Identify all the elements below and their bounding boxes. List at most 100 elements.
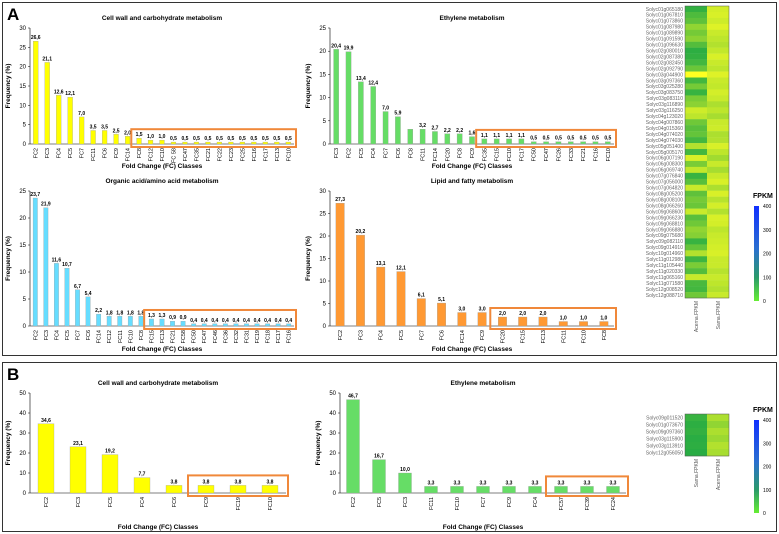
y-tick-label: 25 [19, 189, 26, 195]
bar [518, 316, 528, 327]
gene-label: Solyc02g082450 [646, 60, 683, 66]
heat-cell [685, 89, 707, 96]
y-tick-label: 30 [19, 26, 26, 32]
heat-cell [707, 17, 729, 25]
data-label: 0,5 [250, 136, 257, 142]
x-tick-label: FC11 [429, 497, 435, 510]
x-tick-label: FC25 [240, 148, 246, 161]
column-label: Acerna.FPKM [716, 459, 722, 490]
colorbar-tick: 0 [763, 299, 766, 305]
gene-label: Solyc03g113910 [646, 444, 683, 450]
data-label: 1,0 [600, 316, 607, 322]
bar [579, 321, 588, 327]
heat-cell [685, 196, 707, 203]
data-label: 16,7 [374, 454, 384, 460]
bar [37, 423, 55, 494]
gene-label: Solyc09g068600 [646, 209, 683, 215]
chart-ethylene-b: Ethylene metabolism 0 10 20 30 40 50 Frequency … [315, 380, 629, 531]
data-label: 0,5 [181, 136, 188, 142]
data-label: 0,4 [222, 318, 229, 324]
bar [476, 486, 490, 494]
heat-cell [707, 220, 729, 227]
bar [254, 323, 260, 327]
gene-label: Solyc07g056000 [646, 180, 683, 186]
bar [396, 271, 406, 327]
bar [191, 323, 197, 327]
chart-cell-wall-a: Cell wall and carbohydrate metabolism 0 5 1… [5, 15, 297, 170]
heat-cell [707, 83, 729, 90]
heat-cell [685, 119, 707, 126]
heat-cell [707, 71, 729, 78]
data-label: 1,5 [136, 132, 143, 138]
gene-label: Solyc07g076840 [646, 174, 683, 180]
y-axis-label: Frequency (%) [315, 421, 322, 466]
bar [125, 136, 131, 145]
heat-cell [685, 95, 707, 102]
data-label: 1,8 [116, 310, 123, 316]
heatmap-border [684, 413, 730, 457]
colorbar-title: FPKM [753, 407, 773, 414]
x-tick-label: FC39 [585, 497, 591, 510]
data-label: 0,4 [243, 318, 250, 324]
x-tick-label: FC10 [507, 148, 513, 161]
x-tick-label: FC2 [338, 330, 344, 340]
bar [251, 141, 257, 145]
bar [407, 129, 414, 145]
gene-label: Solyc06g008300 [646, 162, 683, 168]
x-tick-label: FC21 [581, 148, 587, 161]
y-tick-label: 0 [23, 142, 27, 148]
heat-cell [707, 113, 729, 120]
data-label: 2,2 [444, 128, 451, 134]
heat-cell [707, 77, 729, 84]
heat-cell [707, 59, 729, 66]
data-label: 19,9 [344, 46, 354, 52]
bar [33, 40, 39, 145]
x-tick-label: FC32 [234, 330, 240, 343]
y-tick-label: 20 [19, 451, 26, 457]
data-label: 0,5 [592, 136, 599, 142]
heat-cell [707, 65, 729, 72]
heat-cell [685, 172, 707, 180]
data-label: 13,4 [356, 76, 366, 82]
y-tick-label: 5 [323, 302, 327, 308]
data-label: 0,5 [285, 136, 292, 142]
data-label: 0,5 [239, 136, 246, 142]
heat-cell [685, 226, 707, 233]
bar [493, 138, 500, 145]
x-tick-label: FC35 [482, 148, 488, 161]
chart-title: Ethylene metabolism [439, 15, 504, 22]
x-tick-label: FC14 [97, 330, 103, 343]
heat-cell [707, 160, 729, 168]
bar [170, 320, 175, 327]
y-tick-label: 20 [319, 49, 326, 55]
heat-cell [707, 292, 729, 299]
data-label: 12,1 [396, 266, 406, 272]
gene-label: Solyc09g068810 [646, 221, 683, 227]
data-label: 0,4 [254, 318, 261, 324]
heat-cell [685, 77, 707, 84]
y-tick-label: 0 [323, 324, 327, 330]
heat-cell [707, 428, 729, 436]
heat-cell [707, 442, 729, 450]
heat-cell [685, 262, 707, 269]
bar [372, 459, 386, 494]
data-label: 19,2 [105, 449, 115, 455]
heat-cell [685, 65, 707, 72]
heat-cell [685, 449, 707, 457]
x-tick-label: FC47 [202, 330, 208, 343]
x-tick-label: FC3 [358, 330, 364, 340]
y-tick-label: 30 [19, 431, 26, 437]
gene-label: Solyc06g069740 [646, 168, 683, 174]
bar [56, 95, 62, 145]
x-tick-label: FC20 [500, 330, 506, 343]
data-label: 0,5 [580, 136, 587, 142]
gene-label: Solyc01g073670 [646, 423, 683, 429]
gene-label: Solyc07g064820 [646, 186, 683, 192]
data-label: 3,2 [419, 123, 426, 129]
bar [205, 141, 211, 145]
bar [528, 486, 542, 494]
x-tick-label: FC10 [160, 148, 166, 161]
chart-ethylene-a: Ethylene metabolism 0 5 10 15 20 25 Frequency (… [305, 15, 617, 170]
bar [370, 86, 376, 145]
heat-cell [685, 137, 707, 144]
